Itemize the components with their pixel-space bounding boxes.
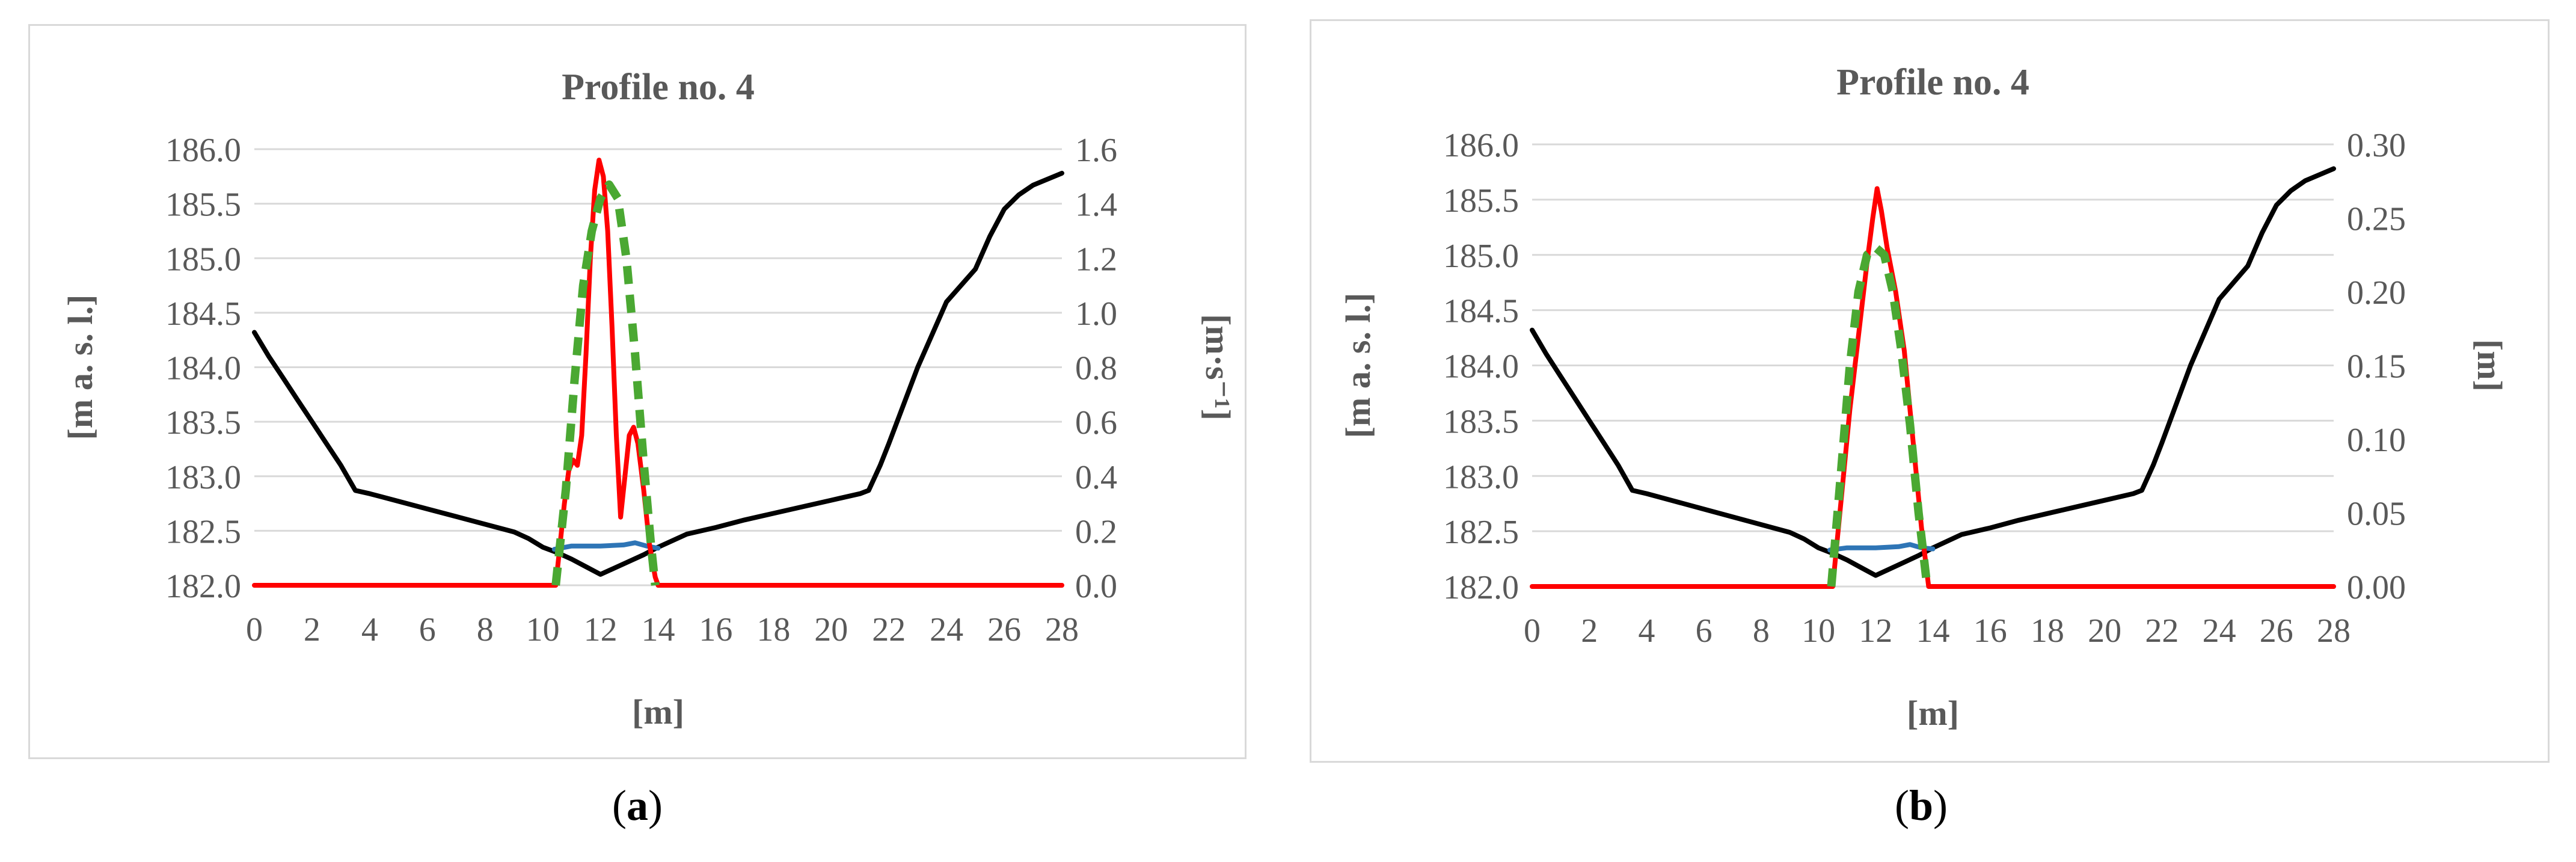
x-tick-label: 12: [584, 611, 618, 648]
y-tick-label: 186.0: [1443, 127, 1519, 164]
x-tick-label: 12: [1859, 612, 1892, 650]
y-tick-label: 185.0: [165, 241, 241, 278]
y2-axis-label: [m]: [2470, 339, 2509, 392]
y2-tick-label: 1.4: [1075, 186, 1117, 224]
series-terrain-line: [252, 170, 1064, 577]
y2-tick-label: 1.2: [1075, 241, 1117, 278]
y2-tick-label: 1.0: [1075, 295, 1117, 333]
y-tick-label: 184.0: [165, 350, 241, 387]
chart-panel-b: Profile no. 4 182.0 182.5 183.0 183.5 184.0 18…: [1310, 19, 2550, 763]
x-tick-label: 20: [2088, 612, 2121, 650]
y2-tick-label: 0.00: [2347, 569, 2406, 606]
caption-a-letter: a: [627, 781, 648, 830]
y2-tick-label: 1.6: [1075, 132, 1117, 169]
y2-tick-label: 0.20: [2347, 274, 2406, 312]
x-tick-label: 2: [304, 611, 320, 648]
series-measured-line: [551, 180, 660, 586]
x-tick-label: 26: [987, 611, 1021, 648]
chart-title-a: Profile no. 4: [562, 67, 755, 108]
x-tick-label: 10: [1802, 612, 1835, 650]
y2-tick-label: 0.0: [1075, 568, 1117, 605]
y-tick-label: 186.0: [165, 132, 241, 169]
y-tick-label: 185.5: [1443, 182, 1519, 220]
x-tick-label: 8: [1753, 612, 1770, 650]
x-tick-label: 24: [930, 611, 963, 648]
y-tick-label: 184.0: [1443, 348, 1519, 386]
x-tick-label: 10: [526, 611, 560, 648]
x-tick-label: 16: [1973, 612, 2007, 650]
x-tick-label: 6: [1696, 612, 1713, 650]
series-water-level-line: [1827, 542, 1936, 553]
x-tick-label: 0: [246, 611, 263, 648]
x-tick-label: 16: [699, 611, 732, 648]
x-tick-label: 20: [814, 611, 848, 648]
y-tick-label: 182.0: [1443, 569, 1519, 606]
x-tick-label: 18: [756, 611, 790, 648]
caption-b: (b): [1894, 781, 1948, 830]
y-tick-label: 183.5: [1443, 403, 1519, 440]
chart-b: Profile no. 4 182.0 182.5 183.0 183.5 184.0 18…: [1339, 62, 2509, 733]
y-tick-label: 183.0: [165, 459, 241, 496]
y-tick-label: 182.0: [165, 568, 241, 605]
x-tick-label: 14: [1916, 612, 1950, 650]
y2-tick-label: 0.10: [2347, 422, 2406, 459]
y-tick-label: 185.0: [1443, 238, 1519, 275]
x-tick-label: 4: [361, 611, 378, 648]
y2-tick-label: 0.15: [2347, 348, 2406, 386]
series-terrain-line: [1530, 166, 2336, 578]
x-tick-label: 24: [2203, 612, 2236, 650]
y-axis-label: [m a. s. l.]: [1339, 293, 1378, 439]
series-water-level-line: [551, 540, 661, 552]
x-tick-label: 2: [1581, 612, 1598, 650]
x-tick-label: 14: [642, 611, 675, 648]
series-computed-line: [1530, 186, 2336, 589]
x-axis-label: [m]: [1907, 694, 1959, 733]
y-tick-label: 184.5: [1443, 293, 1519, 330]
y2-tick-label: 0.8: [1075, 350, 1117, 387]
y-tick-label: 184.5: [165, 295, 241, 333]
y2-axis-label: [m·s⁻¹]: [1198, 314, 1237, 420]
x-tick-label: 26: [2260, 612, 2293, 650]
y-tick-label: 183.0: [1443, 458, 1519, 496]
caption-a: (a): [612, 781, 663, 830]
series-measured-line: [1827, 243, 1931, 587]
x-tick-label: 22: [2145, 612, 2179, 650]
y-tick-label: 183.5: [165, 404, 241, 442]
x-axis-label: [m]: [632, 692, 684, 731]
chart-panel-a: Profile no. 4 182.0 182.5 183.0 183.5 184.0 18…: [28, 24, 1247, 759]
y2-tick-label: 0.05: [2347, 496, 2406, 533]
y2-tick-label: 0.4: [1075, 459, 1117, 496]
y-tick-label: 182.5: [1443, 514, 1519, 551]
y2-tick-label: 0.2: [1075, 513, 1117, 550]
x-tick-label: 6: [419, 611, 436, 648]
series-computed-line: [252, 158, 1064, 588]
x-tick-label: 8: [477, 611, 494, 648]
x-tick-label: 28: [1045, 611, 1079, 648]
chart-a: Profile no. 4 182.0 182.5 183.0 183.5 184.0 18…: [61, 67, 1237, 731]
y-tick-label: 182.5: [165, 513, 241, 550]
y2-tick-label: 0.25: [2347, 201, 2406, 238]
x-tick-label: 0: [1524, 612, 1541, 650]
y2-tick-label: 0.30: [2347, 127, 2406, 164]
y-axis-label: [m a. s. l.]: [61, 295, 100, 440]
x-tick-label: 18: [2031, 612, 2064, 650]
x-tick-label: 22: [872, 611, 906, 648]
y-tick-label: 185.5: [165, 186, 241, 224]
x-tick-label: 4: [1638, 612, 1655, 650]
chart-title-b: Profile no. 4: [1836, 62, 2029, 103]
y2-tick-label: 0.6: [1075, 404, 1117, 442]
x-tick-label: 28: [2317, 612, 2351, 650]
caption-b-letter: b: [1909, 781, 1934, 830]
